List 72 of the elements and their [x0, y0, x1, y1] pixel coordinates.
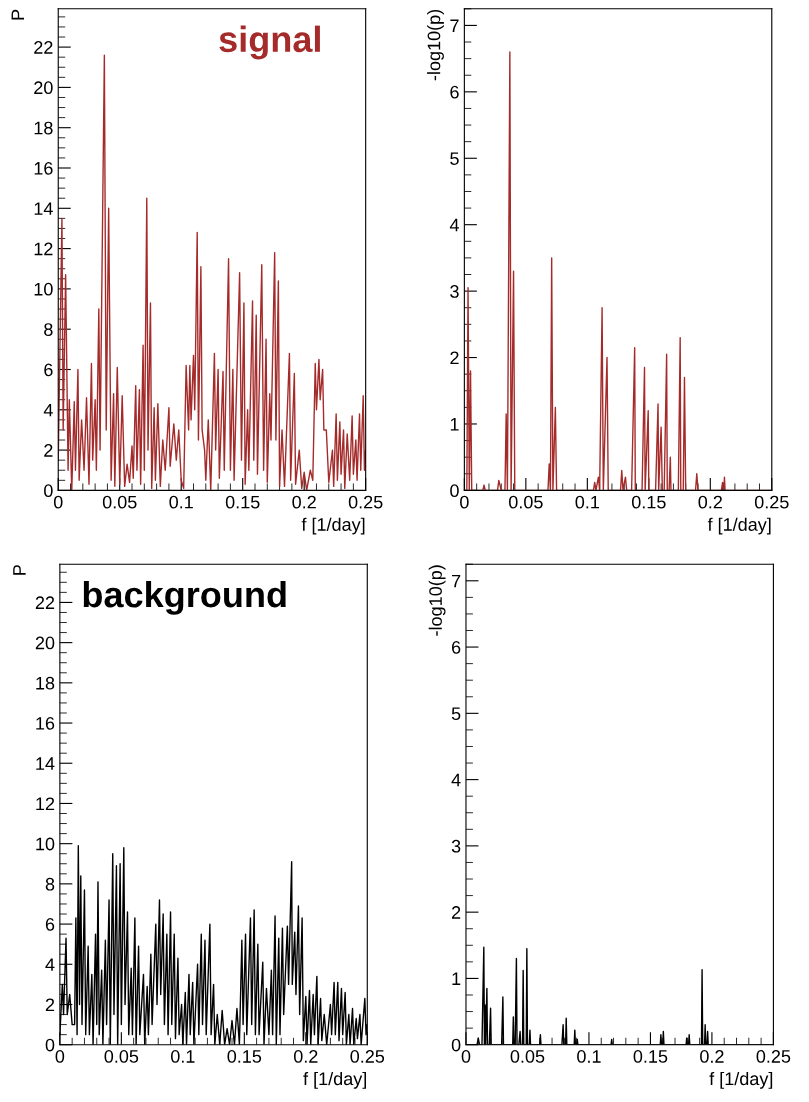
y-tick-label: 1 [450, 418, 459, 431]
x-tick-label: 0 [461, 1050, 471, 1063]
y-tick-label: 5 [450, 152, 459, 165]
annotation: background [83, 580, 286, 615]
y-tick-label: 12 [34, 242, 53, 256]
x-tick-label: 0.15 [633, 1050, 668, 1063]
y-tick-label: 20 [35, 636, 55, 650]
y-tick-label: 6 [450, 85, 459, 99]
y-axis-title: P [11, 9, 24, 20]
y-tick-label: 5 [451, 707, 461, 721]
y-axis-title: -log10(p) [427, 9, 444, 81]
y-tick-label: 8 [44, 323, 53, 336]
y-tick-label: 16 [34, 161, 53, 175]
y-tick-label: 2 [451, 906, 461, 919]
x-tick-label: 0.2 [292, 495, 316, 509]
x-tick-label: 0.15 [631, 495, 666, 509]
y-tick-label: 20 [34, 81, 53, 95]
y-tick-label: 2 [44, 444, 53, 457]
x-tick-label: 0.2 [700, 1050, 724, 1063]
y-tick-label: 1 [452, 972, 461, 985]
x-tick-label: 0.25 [348, 495, 383, 509]
y-tick-label: 0 [450, 484, 459, 498]
y-tick-label: 22 [34, 41, 53, 54]
y-tick-label: 2 [45, 998, 55, 1012]
y-tick-label: 6 [45, 918, 55, 931]
y-tick-label: 4 [43, 403, 53, 417]
y-tick-label: 14 [34, 202, 53, 215]
x-axis-title: f [1/day] [303, 1071, 366, 1089]
x-axis-title: f [1/day] [707, 517, 771, 535]
y-tick-label: 22 [35, 596, 55, 609]
y-axis-title: -log10(p) [428, 565, 446, 636]
y-tick-label: 6 [44, 363, 53, 377]
x-tick-label: 0.1 [170, 1050, 195, 1063]
x-tick-label: 0.1 [577, 1050, 601, 1063]
y-tick-label: 0 [451, 1038, 461, 1052]
x-tick-label: 0.15 [227, 1050, 262, 1063]
x-tick-label: 0.05 [508, 495, 543, 509]
x-axis-title: f [1/day] [709, 1071, 773, 1089]
annotation: signal [219, 25, 320, 60]
y-tick-label: 7 [450, 19, 459, 32]
x-tick-label: 0.25 [350, 1050, 385, 1063]
y-tick-label: 10 [34, 282, 53, 296]
x-tick-label: 0.25 [754, 495, 789, 509]
x-tick-label: 0 [55, 1050, 65, 1063]
y-tick-label: 16 [36, 716, 55, 730]
y-tick-label: 8 [45, 877, 55, 891]
y-tick-label: 10 [36, 837, 55, 851]
y-tick-label: 4 [45, 958, 55, 971]
y-tick-label: 7 [452, 574, 461, 588]
y-tick-label: 4 [451, 773, 461, 787]
y-tick-label: 18 [36, 676, 55, 690]
x-tick-label: 0.05 [510, 1050, 545, 1063]
y-tick-label: 2 [450, 351, 459, 365]
x-tick-label: 0.1 [169, 495, 193, 509]
y-tick-label: 3 [450, 285, 459, 298]
x-tick-label: 0.05 [102, 495, 137, 509]
y-tick-label: 14 [36, 757, 55, 770]
x-tick-label: 0.25 [756, 1050, 791, 1063]
y-axis-title: P [13, 565, 26, 575]
x-tick-label: 0.1 [575, 495, 599, 509]
y-tick-label: 0 [44, 484, 53, 498]
y-tick-label: 4 [449, 218, 459, 232]
x-tick-label: 0.2 [698, 495, 722, 509]
x-tick-label: 0.2 [293, 1050, 318, 1063]
y-tick-label: 6 [452, 641, 461, 654]
y-tick-label: 18 [34, 121, 53, 135]
y-tick-label: 3 [451, 839, 461, 853]
y-tick-label: 12 [36, 797, 55, 810]
x-tick-label: 0.15 [225, 495, 260, 509]
x-tick-label: 0.05 [104, 1050, 139, 1063]
x-axis-title: f [1/day] [301, 517, 365, 535]
y-tick-label: 0 [45, 1038, 55, 1052]
